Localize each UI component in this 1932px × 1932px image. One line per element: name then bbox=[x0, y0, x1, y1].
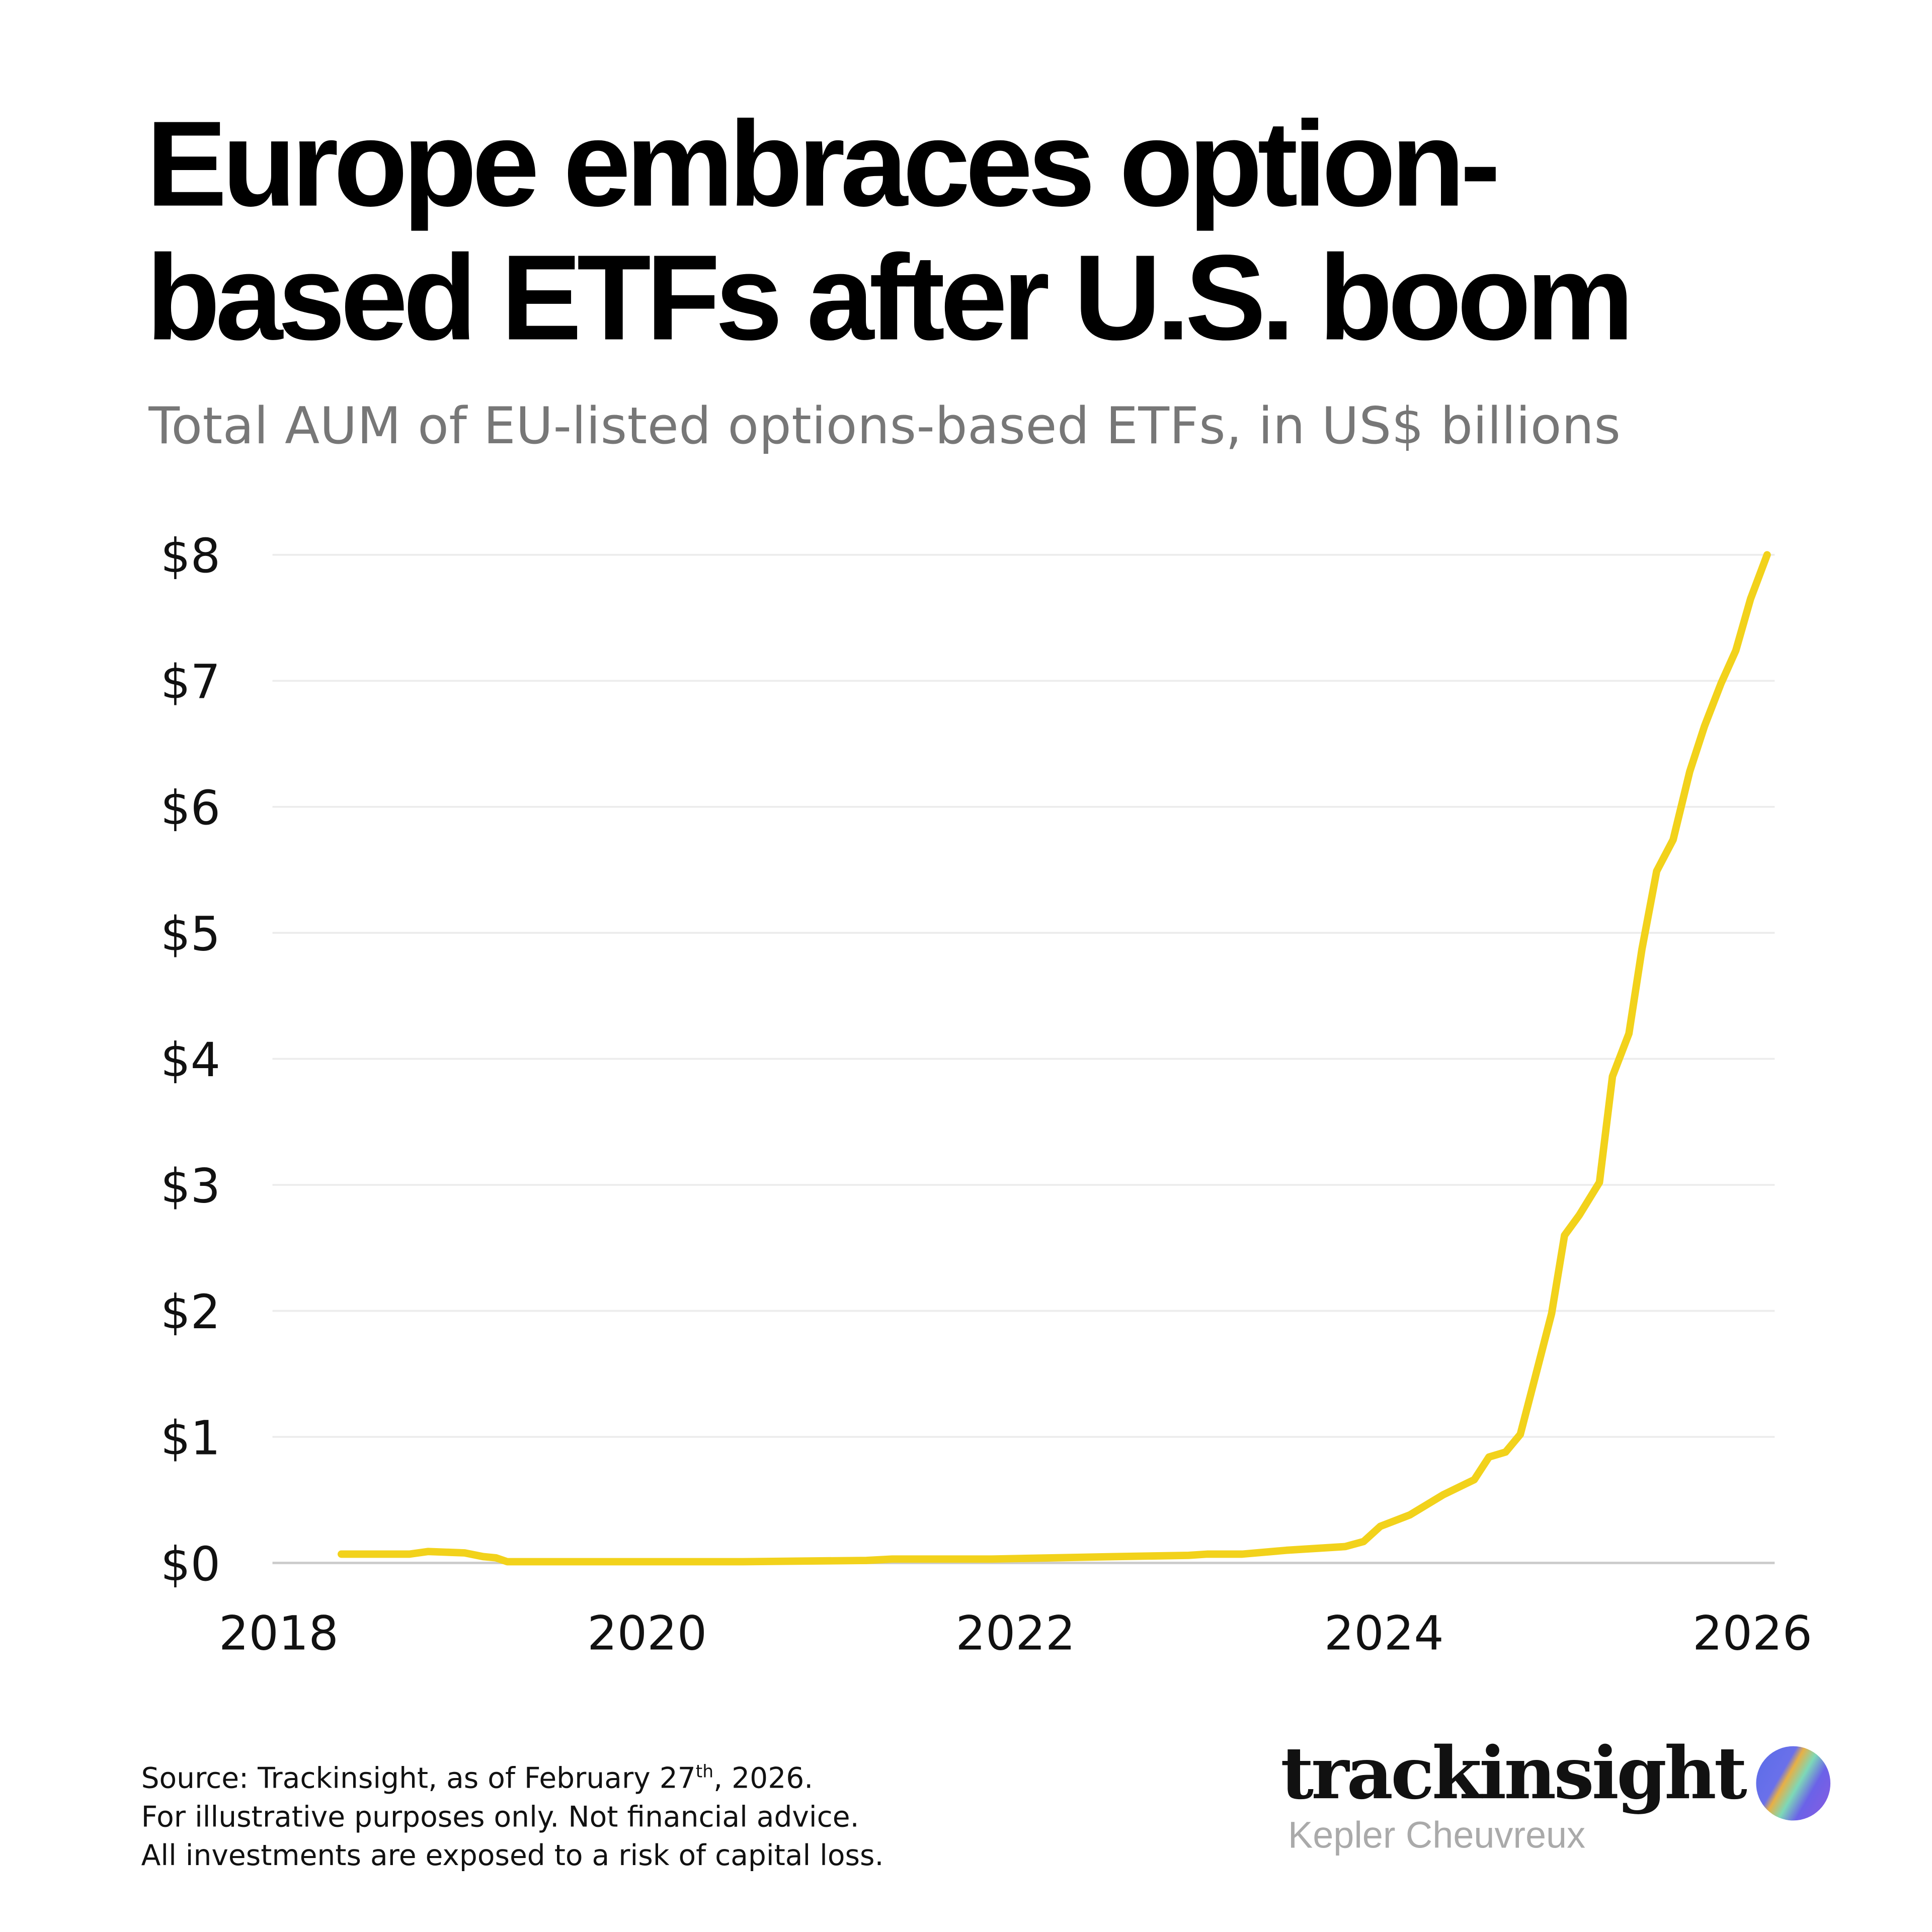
y-tick-label: $4 bbox=[160, 1033, 220, 1088]
y-tick-label: $3 bbox=[160, 1159, 220, 1214]
gradient-orb-icon bbox=[1756, 1746, 1831, 1821]
y-tick-label: $7 bbox=[160, 655, 220, 710]
y-tick-label: $5 bbox=[160, 907, 220, 962]
disclaimer-2: All investments are exposed to a risk of… bbox=[141, 1839, 884, 1872]
brand-subtitle: Kepler Cheuvreux bbox=[1287, 1815, 1586, 1857]
x-tick-label: 2022 bbox=[955, 1606, 1075, 1661]
source-sup: th bbox=[695, 1762, 714, 1783]
y-tick-label: $8 bbox=[160, 529, 220, 584]
y-axis-ticks: $0 $1 $2 $3 $4 $5 $6 $7 $8 bbox=[160, 529, 220, 1592]
x-tick-label: 2018 bbox=[219, 1606, 339, 1661]
y-tick-label: $2 bbox=[160, 1285, 220, 1340]
source-text-end: , 2026. bbox=[713, 1763, 814, 1796]
y-tick-label: $0 bbox=[160, 1537, 220, 1592]
x-tick-label: 2026 bbox=[1693, 1606, 1812, 1661]
y-tick-label: $6 bbox=[160, 781, 220, 836]
x-axis-ticks: 2018 2020 2022 2024 2026 bbox=[219, 1606, 1812, 1661]
source-text: Source: Trackinsight, as of February 27 bbox=[141, 1763, 696, 1796]
y-tick-label: $1 bbox=[160, 1411, 220, 1466]
x-tick-label: 2020 bbox=[587, 1606, 707, 1661]
x-tick-label: 2024 bbox=[1324, 1606, 1444, 1661]
chart-title: Europe embraces option-based ETFs after … bbox=[146, 95, 1634, 366]
line-chart: $0 $1 $2 $3 $4 $5 $6 $7 $8 2018 2020 2022 2024 2026 bbox=[160, 529, 1812, 1661]
aum-series-line bbox=[338, 551, 1771, 1566]
brand-logo-text: trackinsight bbox=[1280, 1731, 1747, 1816]
source-note: Source: Trackinsight, as of February 27t… bbox=[141, 1753, 884, 1876]
disclaimer-1: For illustrative purposes only. Not fina… bbox=[141, 1801, 859, 1834]
chart-subtitle: Total AUM of EU-listed options-based ETF… bbox=[148, 396, 1621, 456]
gridlines bbox=[272, 553, 1775, 1564]
